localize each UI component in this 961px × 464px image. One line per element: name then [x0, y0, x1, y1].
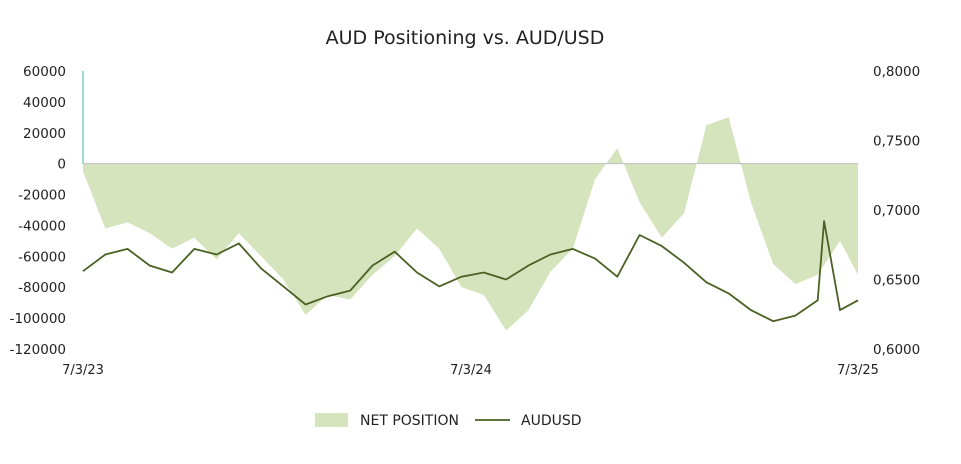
x-axis-ticks: 7/3/23 7/3/24 7/3/25	[62, 363, 879, 378]
x-tick-label: 7/3/25	[837, 363, 879, 378]
left-tick-label: 60000	[23, 64, 66, 80]
x-tick-label: 7/3/23	[62, 363, 104, 378]
legend-swatch-net-position	[315, 413, 348, 427]
chart-title: AUD Positioning vs. AUD/USD	[326, 27, 605, 49]
right-tick-label: 0,6500	[873, 273, 920, 289]
left-tick-label: 20000	[23, 126, 66, 142]
audusd-line	[82, 220, 859, 323]
legend-label-net-position: NET POSITION	[360, 413, 459, 429]
left-tick-label: 40000	[23, 95, 66, 111]
legend: NET POSITION AUDUSD	[315, 413, 582, 429]
right-tick-label: 0,8000	[873, 64, 920, 80]
left-tick-label: -40000	[18, 218, 66, 234]
left-tick-label: 0	[57, 157, 66, 173]
right-tick-label: 0,7000	[873, 203, 920, 219]
right-tick-label: 0,6000	[873, 342, 920, 358]
left-tick-label: -100000	[10, 311, 66, 327]
net-position-area	[83, 117, 858, 331]
left-tick-label: -80000	[18, 280, 66, 296]
right-tick-label: 0,7500	[873, 134, 920, 150]
left-tick-label: -20000	[18, 188, 66, 204]
right-axis-ticks: 0,8000 0,7500 0,7000 0,6500 0,6000	[873, 64, 920, 358]
left-tick-label: -120000	[10, 342, 66, 358]
left-axis-ticks: 60000 40000 20000 0 -20000 -40000 -60000 -80000…	[10, 64, 66, 358]
x-tick-label: 7/3/24	[450, 363, 492, 378]
left-tick-label: -60000	[18, 249, 66, 265]
legend-label-audusd: AUDUSD	[521, 413, 582, 429]
